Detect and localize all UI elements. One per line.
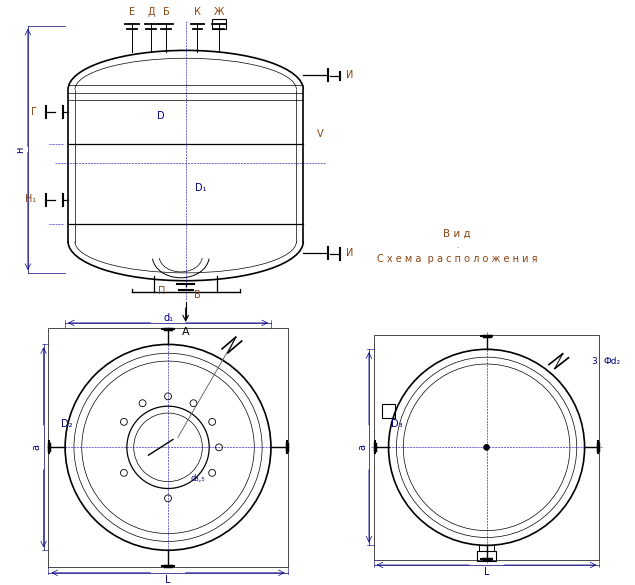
Text: d₁: d₁: [163, 313, 173, 323]
Bar: [212, 19, 226, 29]
Text: Н₁: Н₁: [25, 194, 36, 204]
Text: D₁: D₁: [194, 183, 206, 192]
Bar: [477, 551, 497, 561]
Text: Д: Д: [147, 7, 155, 17]
Text: 3: 3: [592, 357, 598, 366]
Bar: [382, 404, 396, 418]
Text: L: L: [484, 567, 490, 577]
Text: А: А: [182, 326, 189, 337]
Text: L: L: [165, 574, 171, 584]
Bar: [374, 335, 599, 560]
Text: С х е м а  р а с п о л о ж е н и я: С х е м а р а с п о л о ж е н и я: [377, 254, 537, 264]
Text: d₃,₅: d₃,₅: [190, 474, 204, 483]
Text: П: П: [159, 285, 166, 295]
Text: D₂: D₂: [62, 419, 73, 429]
Text: Б: Б: [163, 7, 170, 17]
Text: а: а: [32, 445, 42, 450]
Text: И: И: [345, 70, 353, 80]
Text: Е: Е: [129, 7, 135, 17]
Text: D: D: [157, 111, 165, 121]
Bar: [48, 328, 288, 567]
Circle shape: [484, 445, 490, 450]
Text: Ж: Ж: [214, 7, 224, 17]
Text: V: V: [317, 129, 323, 139]
Text: D₃: D₃: [391, 419, 402, 429]
Text: а: а: [357, 445, 367, 450]
Text: И: И: [345, 248, 353, 259]
Text: Фd₂: Фd₂: [603, 357, 620, 366]
Text: Г: Г: [30, 107, 37, 117]
Text: В: В: [194, 290, 201, 301]
Text: н: н: [15, 146, 25, 153]
Text: В и д: В и д: [443, 229, 471, 239]
Text: .: .: [456, 243, 458, 249]
Text: К: К: [194, 7, 201, 17]
